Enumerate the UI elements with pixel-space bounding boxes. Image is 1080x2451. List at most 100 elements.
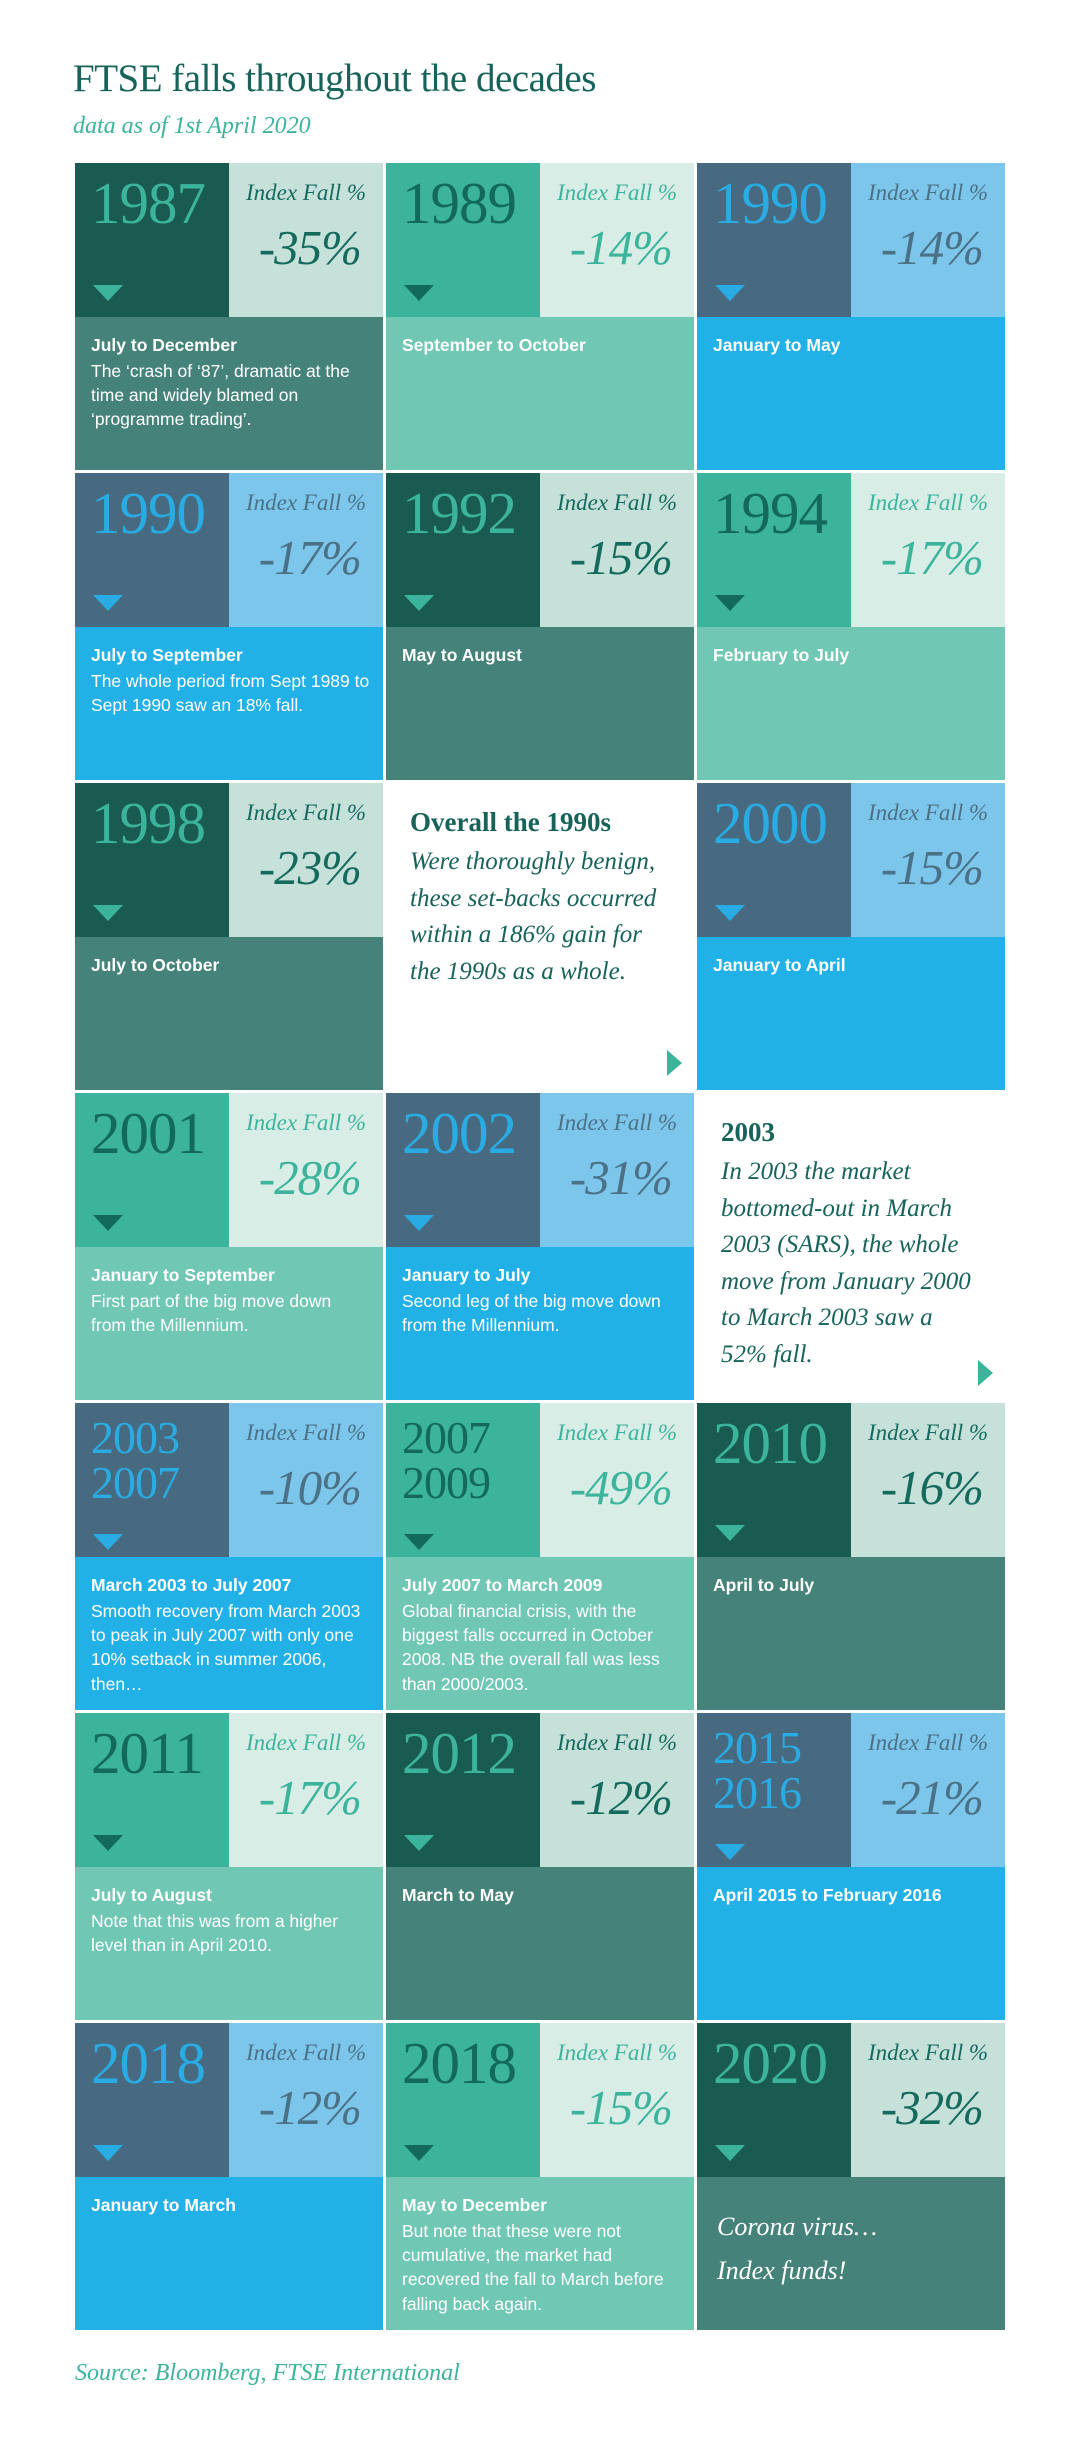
tiles-grid: 1987 Index Fall % -35% July to December … [75, 163, 1005, 2330]
period-label: January to March [91, 2195, 236, 2215]
index-fall-value: -12% [258, 2080, 362, 2135]
year-label: 2010 [697, 1403, 851, 1473]
note-2003: 2003 In 2003 the market bottomed-out in … [697, 1093, 1005, 1400]
tile-description: Corona virus… Index funds! [697, 2177, 1005, 2330]
year-line-1: 2001 [91, 1100, 206, 1166]
year-label: 1987 [75, 163, 229, 233]
tile-top: 1989 Index Fall % -14% [386, 163, 694, 317]
index-fall-value: -23% [258, 840, 362, 895]
note-overall-the-1990s: Overall the 1990s Were thoroughly benign… [386, 783, 694, 1090]
tile-top: 1992 Index Fall % -15% [386, 473, 694, 627]
index-fall-label: Index Fall % [245, 180, 367, 205]
tile-top: 1990 Index Fall % -14% [697, 163, 1005, 317]
tile-top: 1998 Index Fall % -23% [75, 783, 383, 937]
down-arrow-icon [404, 1534, 434, 1550]
down-arrow-icon [93, 905, 123, 921]
tile-2000: 2000 Index Fall % -15% January to April [697, 783, 1005, 1090]
year-box: 1989 [386, 163, 540, 317]
tile-2015-2016: 2015 2016 Index Fall % -21% April 2015 t… [697, 1713, 1005, 2020]
year-box: 2003 2007 [75, 1403, 229, 1557]
year-box: 1998 [75, 783, 229, 937]
year-box: 1992 [386, 473, 540, 627]
italic-note: Corona virus… Index funds! [713, 2193, 993, 2293]
year-box: 2018 [386, 2023, 540, 2177]
tile-description: February to July [697, 627, 1005, 780]
index-fall-value: -15% [880, 840, 984, 895]
index-fall-label: Index Fall % [867, 1420, 989, 1445]
tile-description: May to December But note that these were… [386, 2177, 694, 2330]
index-fall-label: Index Fall % [867, 2040, 989, 2065]
year-box: 2010 [697, 1403, 851, 1557]
year-line-1: 2012 [402, 1720, 517, 1786]
down-arrow-icon [404, 1835, 434, 1851]
year-box: 2011 [75, 1713, 229, 1867]
year-box: 2007 2009 [386, 1403, 540, 1557]
year-line-2: 2007 [91, 1457, 180, 1509]
note-heading: Overall the 1990s [410, 807, 611, 837]
tile-description: July to December The ‘crash of ‘87’, dra… [75, 317, 383, 470]
tile-description: April 2015 to February 2016 [697, 1867, 1005, 2020]
year-label: 1992 [386, 473, 540, 543]
down-arrow-icon [404, 1215, 434, 1231]
period-detail: Global financial crisis, with the bigges… [402, 1601, 660, 1694]
year-line-1: 1987 [91, 170, 206, 236]
tile-description: January to March [75, 2177, 383, 2330]
tile-1987: 1987 Index Fall % -35% July to December … [75, 163, 383, 470]
period-label: July to August [91, 1885, 212, 1905]
period-label: July to October [91, 955, 220, 975]
index-fall-box: Index Fall % -35% [229, 163, 383, 317]
down-arrow-icon [93, 1835, 123, 1851]
year-line-1: 2020 [713, 2030, 828, 2096]
year-label: 1998 [75, 783, 229, 853]
note-heading: 2003 [721, 1117, 775, 1147]
period-detail: Note that this was from a higher level t… [91, 1911, 339, 1956]
index-fall-value: -31% [569, 1150, 673, 1205]
index-fall-box: Index Fall % -14% [540, 163, 694, 317]
tile-1990: 1990 Index Fall % -17% July to September… [75, 473, 383, 780]
italic-note-line: Corona virus… [717, 2212, 878, 2241]
down-arrow-icon [93, 2145, 123, 2161]
index-fall-box: Index Fall % -12% [540, 1713, 694, 1867]
index-fall-label: Index Fall % [556, 1110, 678, 1135]
year-line-1: 2010 [713, 1410, 828, 1476]
index-fall-value: -15% [569, 530, 673, 585]
period-detail: The whole period from Sept 1989 to Sept … [91, 671, 370, 716]
arrow-right-icon [667, 1050, 682, 1076]
tile-1990: 1990 Index Fall % -14% January to May [697, 163, 1005, 470]
year-box: 1994 [697, 473, 851, 627]
index-fall-label: Index Fall % [245, 490, 367, 515]
tile-description: January to July Second leg of the big mo… [386, 1247, 694, 1400]
index-fall-label: Index Fall % [867, 1730, 989, 1755]
period-label: July to December [91, 335, 237, 355]
tile-description: July 2007 to March 2009 Global financial… [386, 1557, 694, 1710]
year-line-1: 2003 [91, 1412, 180, 1463]
tile-description: January to April [697, 937, 1005, 1090]
tile-top: 2011 Index Fall % -17% [75, 1713, 383, 1867]
note-body: In 2003 the market bottomed-out in March… [721, 1158, 971, 1368]
index-fall-box: Index Fall % -12% [229, 2023, 383, 2177]
arrow-right-icon [978, 1360, 993, 1386]
tile-description: July to September The whole period from … [75, 627, 383, 780]
tile-top: 2015 2016 Index Fall % -21% [697, 1713, 1005, 1867]
year-box: 1990 [75, 473, 229, 627]
year-line-1: 1990 [713, 170, 828, 236]
down-arrow-icon [404, 2145, 434, 2161]
index-fall-value: -12% [569, 1770, 673, 1825]
index-fall-value: -21% [880, 1770, 984, 1825]
year-line-1: 2007 [402, 1412, 491, 1463]
index-fall-value: -35% [258, 220, 362, 275]
source-note: Source: Bloomberg, FTSE International [75, 2360, 460, 2386]
period-detail: Second leg of the big move down from the… [402, 1291, 661, 1336]
period-label: March 2003 to July 2007 [91, 1575, 292, 1595]
tile-top: 2000 Index Fall % -15% [697, 783, 1005, 937]
period-label: May to August [402, 645, 522, 665]
year-line-1: 1992 [402, 480, 517, 546]
header: FTSE falls throughout the decades data a… [0, 0, 1080, 140]
down-arrow-icon [93, 1215, 123, 1231]
index-fall-value: -10% [258, 1460, 362, 1515]
index-fall-box: Index Fall % -17% [851, 473, 1005, 627]
tile-top: 2018 Index Fall % -15% [386, 2023, 694, 2177]
index-fall-label: Index Fall % [245, 2040, 367, 2065]
year-line-1: 1989 [402, 170, 517, 236]
year-line-2: 2009 [402, 1457, 491, 1509]
